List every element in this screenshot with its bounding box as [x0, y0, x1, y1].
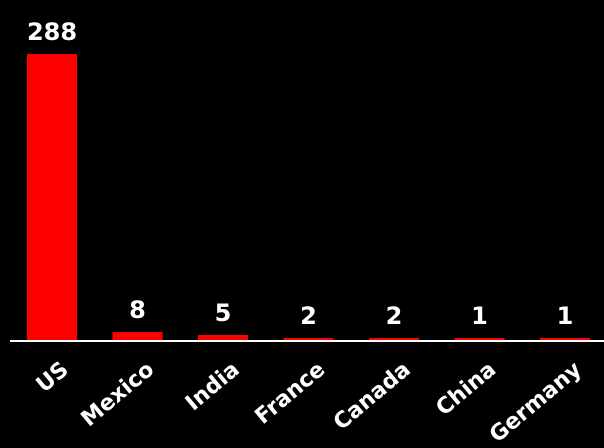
value-label-mexico: 8	[129, 296, 146, 324]
value-label-canada: 2	[386, 302, 403, 330]
x-tick-label-france: France	[251, 357, 331, 429]
x-tick-label-mexico: Mexico	[77, 357, 159, 432]
x-tick-label-china: China	[432, 357, 502, 421]
bars-group	[27, 54, 590, 340]
bar-france	[283, 338, 334, 340]
x-tick-label-canada: Canada	[329, 357, 416, 435]
bar-india	[198, 335, 248, 340]
x-tick-label-india: India	[181, 357, 245, 416]
value-label-us: 288	[27, 18, 77, 46]
value-label-india: 5	[215, 299, 232, 327]
value-label-china: 1	[471, 302, 488, 330]
x-tick-label-us: US	[32, 357, 74, 398]
value-label-france: 2	[300, 302, 317, 330]
bar-us	[27, 54, 77, 340]
bar-canada	[369, 338, 419, 340]
bar-germany	[540, 338, 590, 340]
bar-mexico	[112, 332, 163, 340]
value-label-germany: 1	[557, 302, 574, 330]
x-tick-label-germany: Germany	[485, 357, 587, 448]
bar-china	[454, 338, 505, 340]
value-labels-group: 288 8 5 2 2 1 1	[27, 18, 573, 330]
